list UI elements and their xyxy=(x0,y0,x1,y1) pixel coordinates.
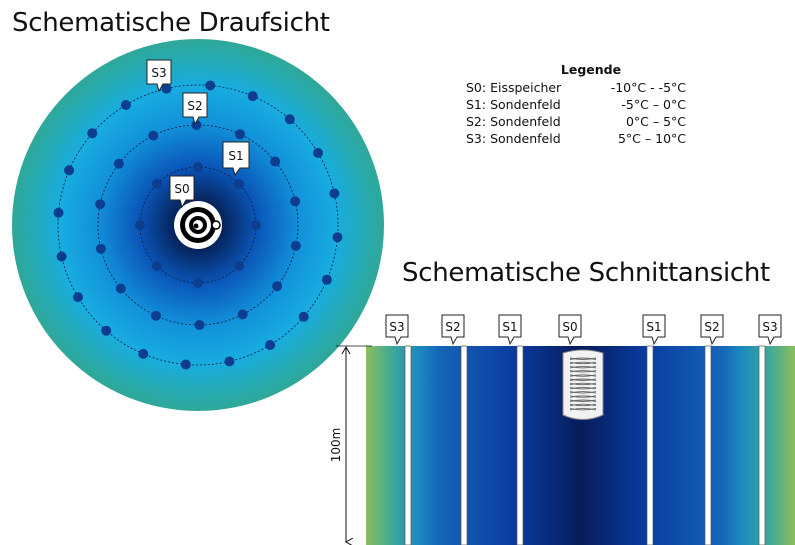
callout-s1: S1 xyxy=(222,141,250,177)
probe-tag-label: S3 xyxy=(762,320,777,334)
probe-tags: S3 S2 S1 S0 S1 S2 S3 xyxy=(385,314,782,346)
legend-title: Legende xyxy=(560,62,622,77)
probe-tag-label: S3 xyxy=(389,320,404,334)
probe-tag-label: S1 xyxy=(502,320,517,334)
probe-dot-ring-1 xyxy=(135,220,145,230)
legend-label: S0: Eisspeicher xyxy=(466,80,562,95)
plan-view-title: Schematische Draufsicht xyxy=(12,8,330,38)
probe-dot-ring-3 xyxy=(284,114,295,125)
probe-dot-ring-2 xyxy=(113,158,124,169)
probe-dot-ring-3 xyxy=(224,356,235,367)
probe-shaft xyxy=(704,345,712,545)
callout-label: S2 xyxy=(187,99,202,113)
probe-tag: S3 xyxy=(385,314,409,346)
probe-dot-ring-3 xyxy=(161,83,172,94)
probe-dot-ring-2 xyxy=(115,283,126,294)
probe-dot-ring-3 xyxy=(265,340,276,350)
probe-dot-ring-3 xyxy=(180,359,191,370)
callout-s0: S0 xyxy=(169,175,195,209)
probe-dot-ring-3 xyxy=(53,207,64,218)
probe-dot-ring-1 xyxy=(193,278,203,288)
plan-view: S3 S2 S1 S0 xyxy=(12,39,384,411)
ice-storage-symbol xyxy=(174,201,222,249)
probe-dot-ring-3 xyxy=(329,188,340,199)
probe-dot-ring-3 xyxy=(313,147,323,158)
legend-label: S1: Sondenfeld xyxy=(466,97,561,112)
section-view: S3 S2 S1 S0 S1 S2 S3 100m xyxy=(329,314,795,545)
probe-tag-label: S1 xyxy=(646,320,661,334)
callout-s3: S3 xyxy=(146,59,172,93)
probe-dot-ring-2 xyxy=(290,240,301,251)
probe-dot-ring-2 xyxy=(194,320,205,330)
probe-dot-ring-3 xyxy=(73,292,83,303)
probe-dot-ring-3 xyxy=(138,348,149,359)
probe-dot-ring-1 xyxy=(251,220,261,230)
legend-range: 0°C – 5°C xyxy=(625,114,686,129)
probe-dot-ring-2 xyxy=(290,196,301,207)
probe-dot-ring-1 xyxy=(234,179,244,189)
probe-dot-ring-3 xyxy=(298,311,309,322)
probe-dot-ring-2 xyxy=(95,243,106,254)
section-view-title: Schematische Schnittansicht xyxy=(402,258,770,288)
probe-dot-ring-2 xyxy=(148,130,159,141)
callout-label: S3 xyxy=(151,66,166,80)
probe-dot-ring-3 xyxy=(120,100,131,110)
legend-entry-s3: S3: Sondenfeld 5°C – 10°C xyxy=(466,130,686,147)
probe-tag-label: S2 xyxy=(445,320,460,334)
probe-dot-ring-2 xyxy=(237,309,248,320)
legend-range: 5°C – 10°C xyxy=(617,131,686,146)
legend-entry-s2: S2: Sondenfeld 0°C – 5°C xyxy=(466,113,686,130)
probe-shaft xyxy=(646,345,654,545)
probe-tag-label: S2 xyxy=(704,320,719,334)
probe-dot-ring-3 xyxy=(101,325,112,336)
probe-dot-ring-2 xyxy=(272,281,283,292)
legend-entry-s0: S0: Eisspeicher -10°C - -5°C xyxy=(466,79,686,96)
legend-range: -10°C - -5°C xyxy=(610,80,686,95)
callout-label: S1 xyxy=(228,149,243,163)
probe-dot-ring-1 xyxy=(152,179,162,189)
probe-dot-ring-2 xyxy=(191,120,202,130)
legend-label: S2: Sondenfeld xyxy=(466,114,561,129)
probe-dot-ring-2 xyxy=(95,199,106,210)
depth-label: 100m xyxy=(329,428,343,463)
probe-dot-ring-3 xyxy=(247,91,258,102)
probe-tag-label: S0 xyxy=(562,320,577,334)
probe-dot-ring-2 xyxy=(270,156,281,167)
probe-tag: S2 xyxy=(700,314,724,346)
legend-range: -5°C – 0°C xyxy=(621,97,686,112)
probe-dot-ring-3 xyxy=(332,232,343,243)
probe-dot-ring-1 xyxy=(152,261,162,271)
probe-dot-ring-2 xyxy=(235,129,245,140)
callout-label: S0 xyxy=(174,182,189,196)
depth-dimension: 100m xyxy=(329,345,372,542)
callout-s2: S2 xyxy=(182,92,208,126)
probe-dot-ring-3 xyxy=(56,251,67,262)
probe-tag: S1 xyxy=(498,314,522,346)
probe-dot-ring-1 xyxy=(234,261,244,271)
legend-entry-s1: S1: Sondenfeld -5°C – 0°C xyxy=(466,96,686,113)
probe-dot-ring-3 xyxy=(64,165,75,176)
probe-dots xyxy=(53,80,343,370)
legend-label: S3: Sondenfeld xyxy=(466,131,561,146)
probe-shafts xyxy=(404,345,766,545)
legend: Legende S0: Eisspeicher -10°C - -5°C S1:… xyxy=(466,62,686,147)
probe-shaft xyxy=(516,345,524,545)
ice-storage-tank xyxy=(562,349,604,420)
probe-tag: S3 xyxy=(758,314,782,346)
probe-dot-ring-2 xyxy=(151,310,161,321)
probe-tag: S2 xyxy=(441,314,465,346)
probe-dot-ring-3 xyxy=(321,274,332,285)
probe-dot-ring-1 xyxy=(193,162,203,172)
probe-shaft xyxy=(758,345,766,545)
probe-tag: S1 xyxy=(642,314,666,346)
ring-s3 xyxy=(57,84,339,366)
probe-dot-ring-3 xyxy=(205,80,216,91)
probe-shaft xyxy=(404,345,412,545)
probe-shaft xyxy=(460,345,468,545)
probe-tag: S0 xyxy=(558,314,582,346)
probe-dot-ring-3 xyxy=(87,128,98,139)
